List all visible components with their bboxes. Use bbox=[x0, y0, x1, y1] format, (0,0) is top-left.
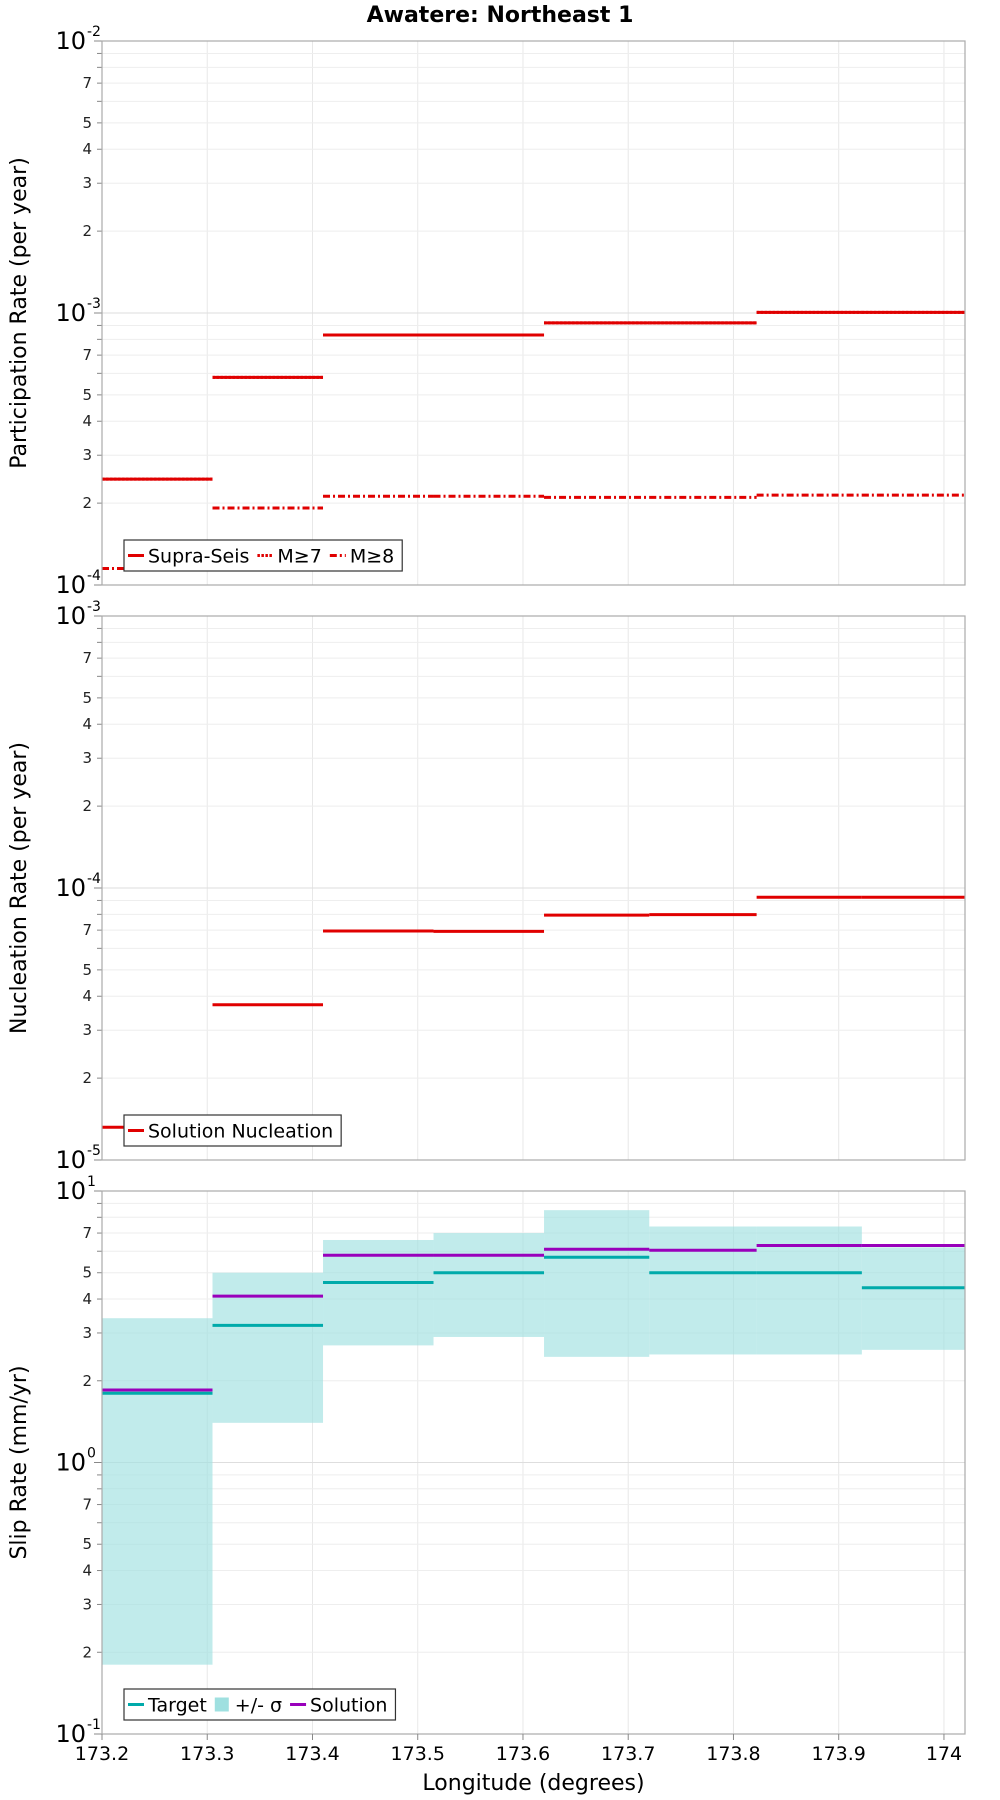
band-segment bbox=[861, 1247, 965, 1350]
y-decade-label: 10 bbox=[55, 1449, 86, 1477]
x-axis-label: Longitude (degrees) bbox=[422, 1771, 644, 1796]
x-tick-label: 173.3 bbox=[180, 1743, 234, 1765]
y-decade-exponent: -5 bbox=[87, 1143, 101, 1159]
x-tick-label: 173.4 bbox=[285, 1743, 339, 1765]
y-minor-tick-label: 4 bbox=[82, 715, 92, 733]
y-minor-tick-label: 7 bbox=[82, 346, 92, 364]
y-minor-tick-label: 7 bbox=[82, 921, 92, 939]
x-tick-label: 174 bbox=[926, 1743, 962, 1765]
y-minor-tick-label: 5 bbox=[82, 386, 92, 404]
y-minor-tick-label: 2 bbox=[82, 797, 92, 815]
y-minor-tick-label: 5 bbox=[82, 1535, 92, 1553]
y-decade-exponent: -3 bbox=[87, 599, 101, 615]
y-decade-exponent: -3 bbox=[87, 296, 101, 312]
band-segment bbox=[102, 1318, 213, 1665]
y-minor-tick-label: 7 bbox=[82, 1224, 92, 1242]
plot-frame bbox=[101, 40, 966, 586]
y-minor-tick-label: 2 bbox=[82, 222, 92, 240]
x-tick-label: 173.2 bbox=[75, 1743, 129, 1765]
y-decade-exponent: -2 bbox=[87, 24, 101, 40]
y-minor-tick-label: 4 bbox=[82, 140, 92, 158]
y-minor-tick-label: 5 bbox=[82, 1264, 92, 1282]
band-segment bbox=[544, 1210, 650, 1357]
y-minor-tick-label: 4 bbox=[82, 412, 92, 430]
x-tick-label: 173.7 bbox=[601, 1743, 655, 1765]
y-minor-tick-label: 5 bbox=[82, 114, 92, 132]
y-decade-exponent: -1 bbox=[87, 1717, 101, 1733]
y-minor-tick-label: 7 bbox=[82, 74, 92, 92]
y-decade-label: 10 bbox=[55, 1177, 86, 1205]
y-decade-label: 10 bbox=[55, 571, 86, 599]
legend: Solution Nucleation bbox=[123, 1114, 342, 1147]
x-tick-label: 173.5 bbox=[391, 1743, 445, 1765]
legend-swatch bbox=[214, 1697, 229, 1712]
y-minor-tick-label: 3 bbox=[82, 1324, 92, 1342]
x-tick-label: 173.9 bbox=[812, 1743, 866, 1765]
y-minor-tick-label: 2 bbox=[82, 1372, 92, 1390]
y-axis-label: Nucleation Rate (per year) bbox=[7, 742, 32, 1034]
y-minor-tick-label: 4 bbox=[82, 987, 92, 1005]
band-segment bbox=[433, 1233, 545, 1337]
legend-label: Target bbox=[147, 1695, 207, 1717]
y-minor-tick-label: 2 bbox=[82, 1643, 92, 1661]
y-decade-label: 10 bbox=[55, 874, 86, 902]
y-decade-label: 10 bbox=[55, 27, 86, 55]
y-decade-exponent: 0 bbox=[87, 1446, 96, 1462]
legend: Supra-Seis M≥7 M≥8 bbox=[123, 539, 403, 572]
y-decade-exponent: 1 bbox=[87, 1174, 96, 1190]
y-minor-tick-label: 7 bbox=[82, 649, 92, 667]
legend-label: Solution bbox=[310, 1695, 387, 1717]
legend-label: M≥8 bbox=[350, 546, 394, 568]
legend-box bbox=[123, 1114, 342, 1147]
chart-title: Awatere: Northeast 1 bbox=[367, 3, 634, 28]
y-minor-tick-label: 3 bbox=[82, 1021, 92, 1039]
legend-label: Solution Nucleation bbox=[148, 1121, 333, 1143]
y-minor-tick-label: 2 bbox=[82, 494, 92, 512]
y-decade-exponent: -4 bbox=[87, 568, 101, 584]
band-segment bbox=[756, 1226, 862, 1355]
y-minor-tick-label: 5 bbox=[82, 961, 92, 979]
y-decade-label: 10 bbox=[55, 299, 86, 327]
plot-frame bbox=[101, 1190, 966, 1735]
y-minor-tick-label: 3 bbox=[82, 1595, 92, 1613]
plot-frame bbox=[101, 615, 966, 1161]
y-minor-tick-label: 2 bbox=[82, 1069, 92, 1087]
band-segment bbox=[212, 1272, 324, 1423]
y-minor-tick-label: 3 bbox=[82, 174, 92, 192]
y-decade-label: 10 bbox=[55, 1720, 86, 1748]
y-decade-exponent: -4 bbox=[87, 871, 101, 887]
y-minor-tick-label: 4 bbox=[82, 1562, 92, 1580]
x-tick-label: 173.8 bbox=[706, 1743, 760, 1765]
y-minor-tick-label: 3 bbox=[82, 749, 92, 767]
y-minor-tick-label: 4 bbox=[82, 1290, 92, 1308]
y-axis-label: Slip Rate (mm/yr) bbox=[7, 1365, 32, 1559]
band-segment bbox=[649, 1226, 757, 1355]
legend-box bbox=[123, 1688, 397, 1721]
legend-label: +/- σ bbox=[235, 1695, 282, 1717]
y-minor-tick-label: 3 bbox=[82, 446, 92, 464]
y-minor-tick-label: 7 bbox=[82, 1496, 92, 1514]
legend-label: M≥7 bbox=[277, 546, 321, 568]
y-decade-label: 10 bbox=[55, 1146, 86, 1174]
y-decade-label: 10 bbox=[55, 602, 86, 630]
x-tick-label: 173.6 bbox=[496, 1743, 550, 1765]
band-segment bbox=[323, 1239, 434, 1346]
legend: Target +/- σ Solution bbox=[123, 1688, 397, 1721]
legend-label: Supra-Seis bbox=[148, 546, 249, 568]
y-minor-tick-label: 5 bbox=[82, 689, 92, 707]
y-axis-label: Participation Rate (per year) bbox=[7, 157, 32, 469]
